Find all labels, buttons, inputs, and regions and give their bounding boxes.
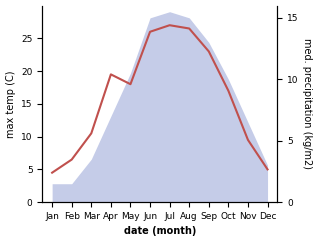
Y-axis label: max temp (C): max temp (C)	[5, 70, 16, 138]
X-axis label: date (month): date (month)	[124, 227, 196, 236]
Y-axis label: med. precipitation (kg/m2): med. precipitation (kg/m2)	[302, 38, 313, 169]
